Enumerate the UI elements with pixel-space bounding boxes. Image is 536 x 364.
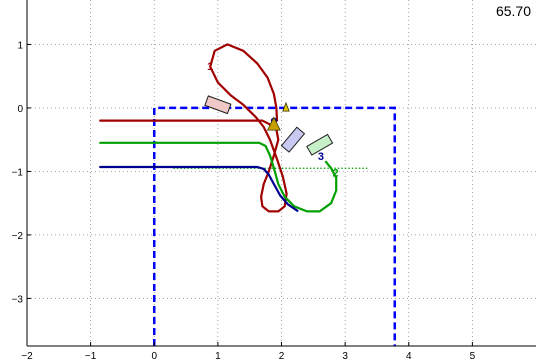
y-tick-label: −1 (12, 167, 24, 178)
trajectory-curves (99, 43, 338, 213)
y-tick-label: 1 (17, 40, 23, 51)
trajectory-green (99, 141, 338, 213)
vehicle-marker (280, 126, 306, 153)
series-label: 1 (207, 61, 213, 73)
vehicle-markers: 1 32 (204, 61, 339, 179)
axes: −2 −1 0 1 2 3 4 510−1−2−3 (12, 0, 536, 362)
x-tick-label: 0 (151, 351, 157, 362)
vehicle-marker (204, 95, 232, 115)
x-tick-label: 4 (406, 351, 412, 362)
trajectory-blue (99, 165, 299, 212)
region-boundary (153, 106, 397, 346)
series-label: 3 (318, 151, 324, 163)
vehicle-marker (306, 133, 334, 156)
x-tick-label: −2 (21, 351, 33, 362)
y-tick-label: −3 (12, 294, 24, 305)
region-boundary-line (153, 106, 397, 346)
x-tick-label: 5 (470, 351, 476, 362)
junction-triangle-marker (266, 116, 281, 131)
x-tick-label: 1 (215, 351, 221, 362)
junction-triangle-marker (282, 101, 290, 112)
x-tick-label: −1 (85, 351, 97, 362)
trajectory-red (99, 43, 288, 213)
x-tick-label: 3 (342, 351, 348, 362)
y-tick-label: 0 (17, 104, 23, 115)
series-label: 2 (333, 167, 339, 179)
time-readout: 65.70 (495, 3, 531, 19)
y-tick-label: −2 (12, 231, 24, 242)
x-tick-label: 2 (279, 351, 285, 362)
